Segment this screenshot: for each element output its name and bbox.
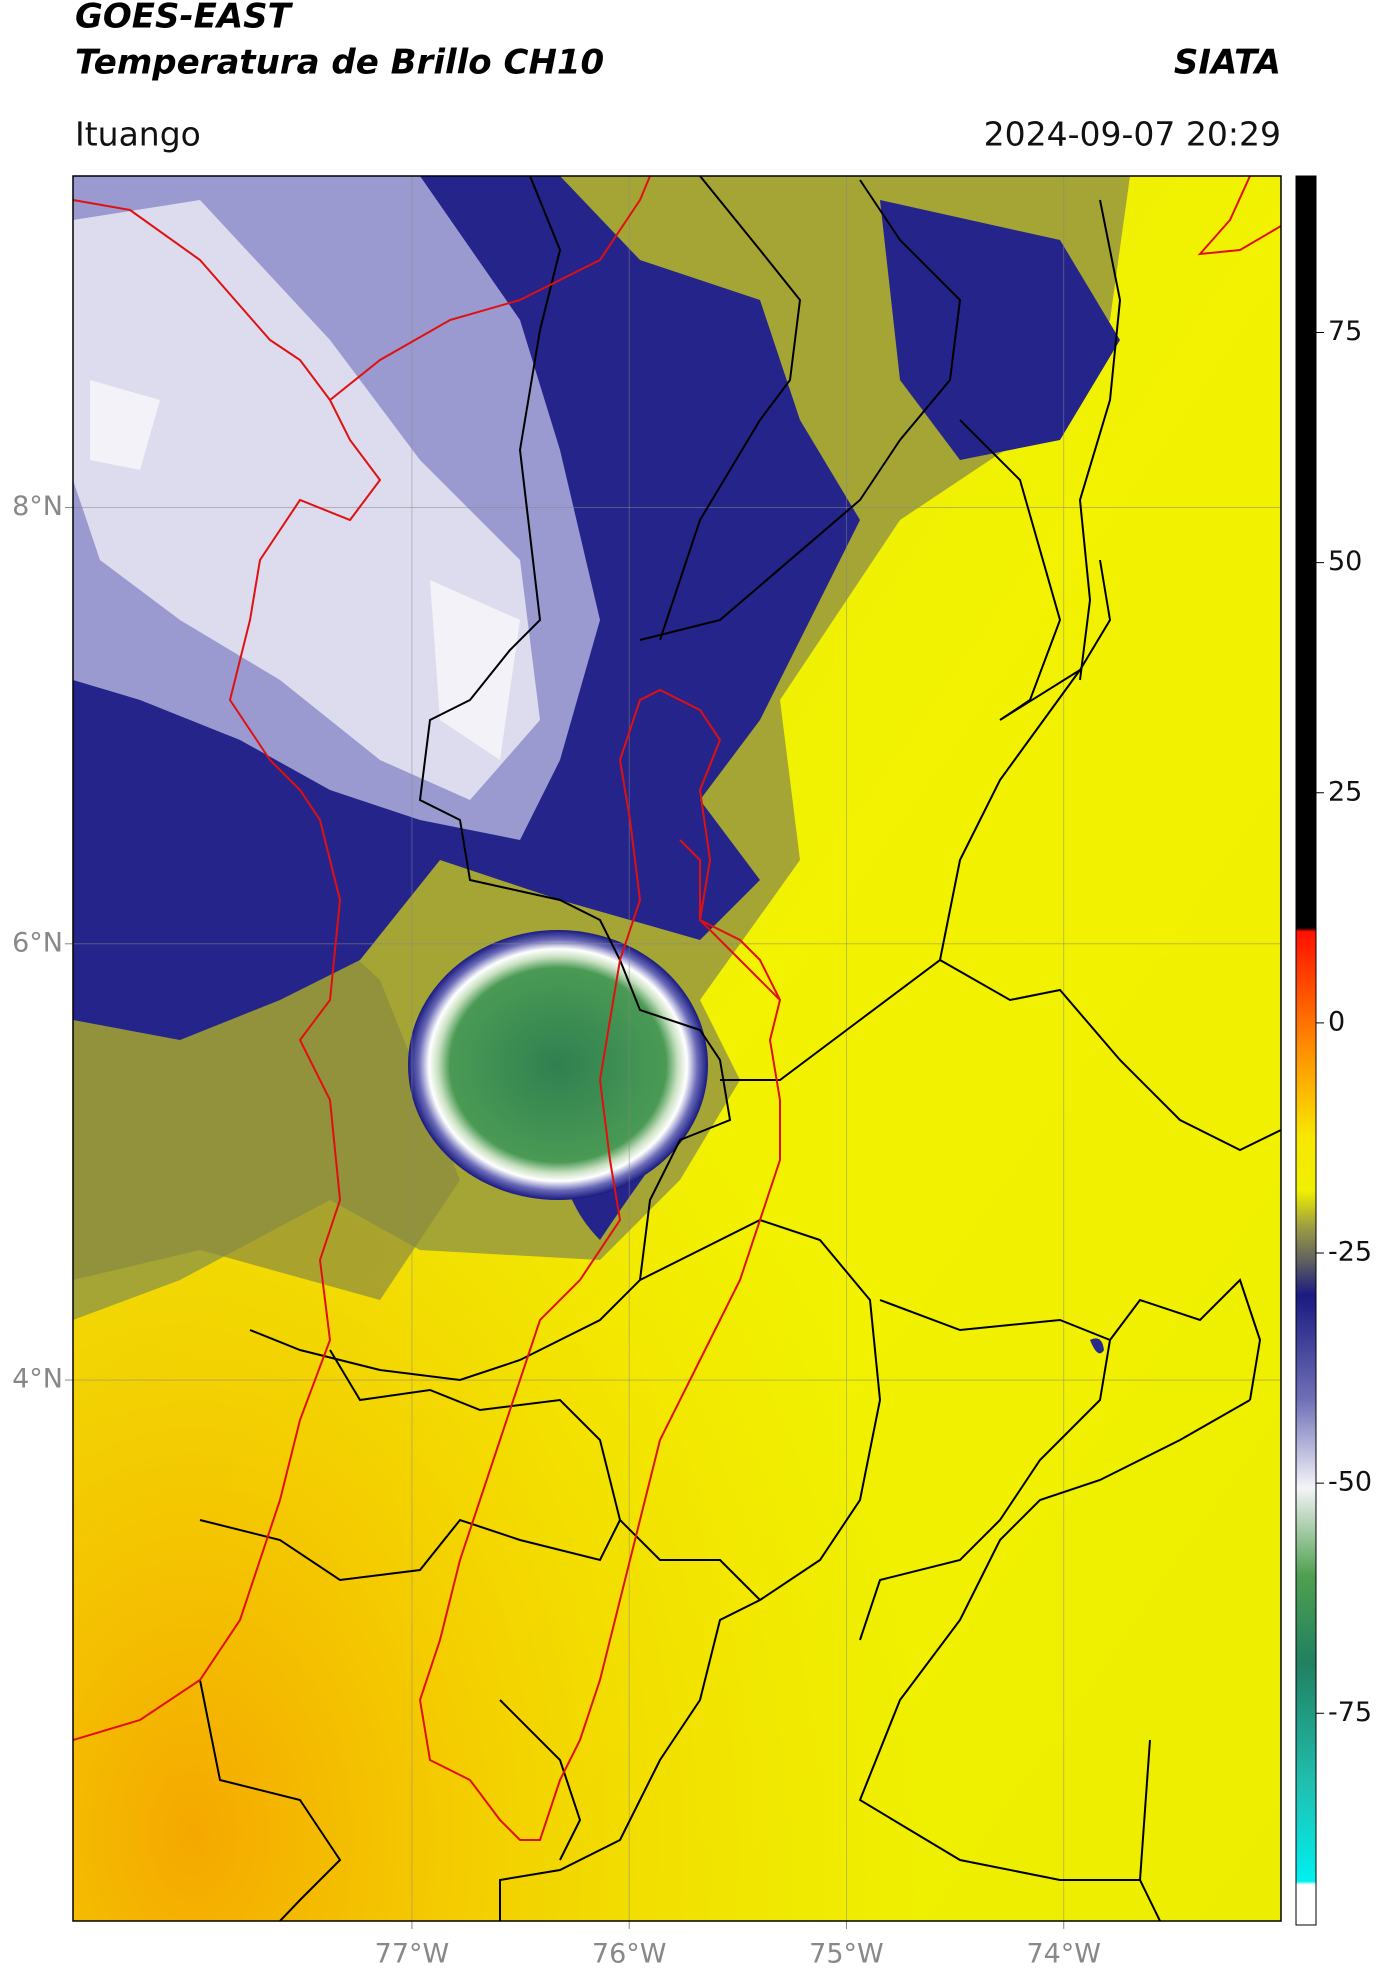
y-tick-label: 6°N <box>12 927 63 958</box>
colorbar-tick-label: -25 <box>1328 1237 1372 1268</box>
colorbar-ticks: 75 50 25 0 -25 -50 -75 <box>1316 316 1372 1728</box>
colorbar-tick-label: 25 <box>1328 776 1362 807</box>
location: Ituango <box>75 115 201 154</box>
colorbar-tick-label: -50 <box>1328 1467 1372 1498</box>
subtitle: Temperatura de Brillo CH10 <box>75 43 604 83</box>
grid: 77°W 76°W 75°W 74°W 8°N 6°N 4°N <box>12 176 1281 1970</box>
map-frame <box>72 175 1282 1922</box>
colorbar-tick-label: 0 <box>1328 1006 1345 1037</box>
x-tick-label: 77°W <box>375 1939 450 1970</box>
boundaries <box>73 176 1281 1921</box>
source: SIATA <box>1174 43 1281 83</box>
colorbar <box>1295 175 1317 1926</box>
title: GOES-EAST <box>75 0 294 37</box>
colorbar-tick-label: 75 <box>1328 316 1362 347</box>
x-tick-label: 76°W <box>592 1939 667 1970</box>
map-image <box>73 176 1281 1921</box>
colorbar-tick-label: -75 <box>1328 1697 1372 1728</box>
x-tick-label: 74°W <box>1026 1939 1101 1970</box>
y-tick-label: 8°N <box>12 491 63 522</box>
x-tick-label: 75°W <box>809 1939 884 1970</box>
colorbar-tick-label: 50 <box>1328 546 1362 577</box>
datetime: 2024-09-07 20:29 <box>984 115 1281 154</box>
y-tick-label: 4°N <box>12 1364 63 1395</box>
